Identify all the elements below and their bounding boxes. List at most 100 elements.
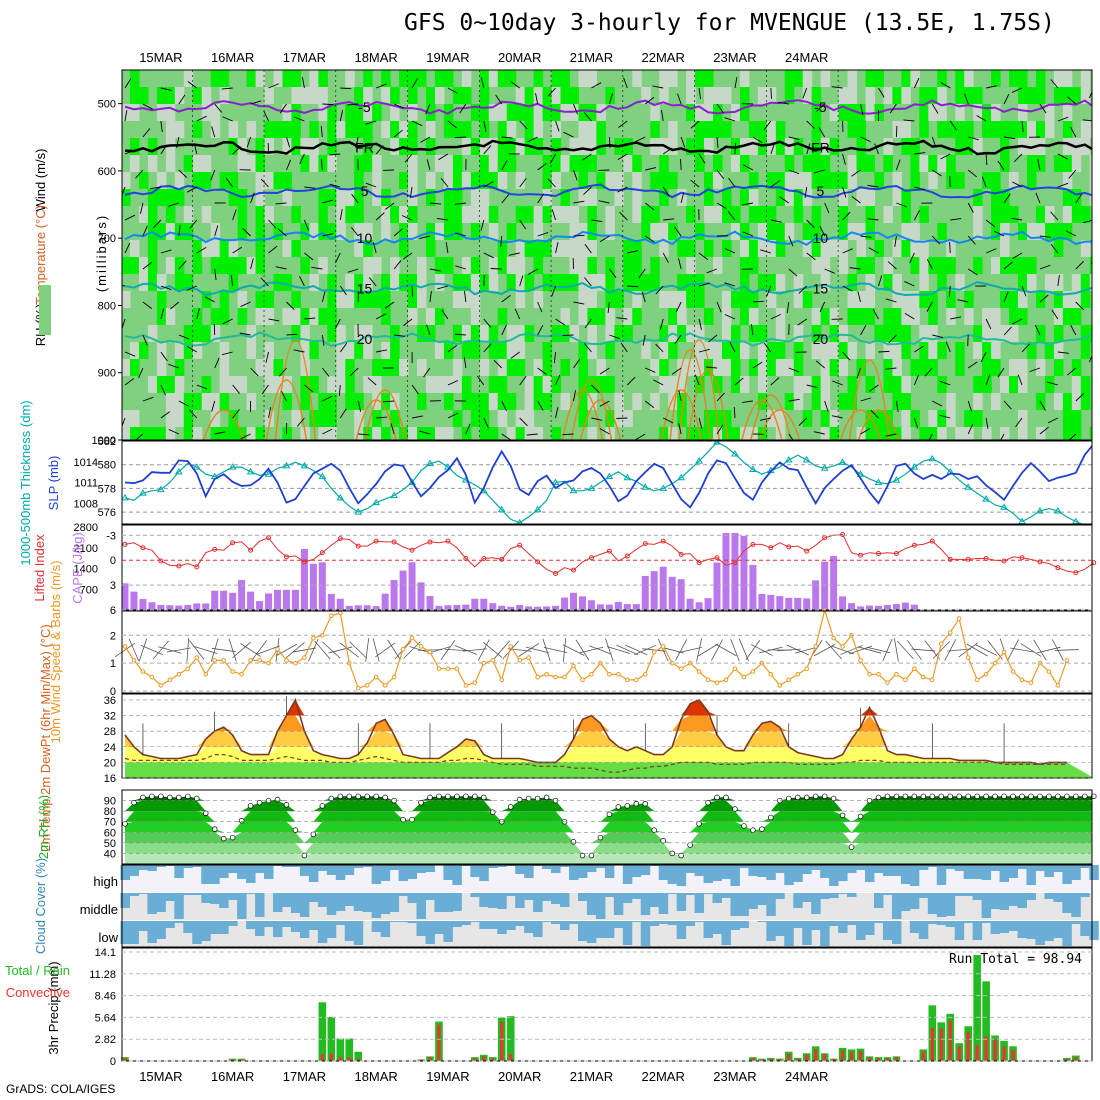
wind-barb (480, 77, 485, 89)
wind-barb (690, 179, 700, 188)
lifted-index-marker (517, 542, 523, 548)
thickness-marker (1000, 503, 1008, 510)
cape-bar (525, 606, 533, 610)
surface-wind-barb (252, 640, 268, 660)
wind-barb (798, 285, 808, 294)
rh-cell (677, 376, 687, 393)
rh-cell (461, 121, 472, 138)
rh-cell (192, 427, 203, 440)
cloud-cell (730, 893, 740, 916)
wind-barb (339, 110, 344, 122)
rh-cell (901, 342, 911, 359)
wind-barb (393, 103, 405, 109)
rh-cell (838, 172, 849, 189)
rh-cell (632, 257, 642, 274)
wind-barb (733, 406, 736, 419)
rh-cell (883, 155, 893, 172)
lifted-index-marker (947, 556, 953, 562)
rh-cell (937, 87, 947, 104)
cloud-cell (811, 865, 821, 870)
wind-speed-marker (678, 666, 684, 672)
cloud-cell (335, 893, 346, 911)
rh-cell (183, 206, 194, 223)
rh-cell (641, 342, 651, 359)
wind-speed-marker (642, 671, 648, 677)
rh-cell (1062, 172, 1073, 189)
rh-cell (704, 240, 714, 257)
rh-cell (766, 274, 777, 291)
rh-cell (973, 342, 983, 359)
rh-cell (282, 138, 292, 155)
wind-speed-marker (651, 649, 657, 655)
rh-cell (650, 393, 660, 410)
cape-bar (570, 592, 577, 610)
cloud-cell (1053, 865, 1063, 872)
cloud-cell (972, 893, 983, 900)
wind-speed-marker (544, 671, 549, 677)
wind-barb (537, 163, 547, 171)
cape-bar (578, 596, 586, 610)
rh-cell (506, 274, 517, 291)
warm-isotherm (570, 379, 613, 440)
cloud-cell (497, 893, 507, 909)
wind-barb (904, 281, 915, 287)
rh-cell (542, 172, 553, 189)
cloud-cell (407, 921, 418, 923)
rh-cell (524, 240, 535, 257)
wind-barb (555, 120, 560, 132)
rh-cell (372, 172, 382, 189)
cloud-cell (1008, 921, 1018, 931)
rh-cell (578, 410, 588, 427)
rh-cell (686, 87, 696, 104)
rh-cell (739, 308, 750, 325)
rh-cell (470, 257, 481, 274)
rh-cell (174, 410, 185, 427)
rh-marker (176, 794, 182, 801)
cloud-cell (918, 865, 929, 870)
surface-wind-barb (882, 638, 893, 662)
rh-cell (336, 291, 346, 308)
rh-cell (856, 240, 867, 257)
rh-cell (793, 206, 804, 223)
lifted-index-marker (158, 558, 164, 564)
precip-convective-bar (347, 1057, 351, 1061)
wind-barb (483, 252, 494, 259)
rh-cell (461, 376, 472, 393)
cloud-cell (927, 893, 938, 914)
cloud-cell (739, 893, 749, 916)
rh-cell (452, 189, 463, 206)
cape-bar (202, 603, 210, 610)
cape-bar (821, 561, 829, 610)
rh-cell (255, 189, 266, 206)
warm-isotherm (839, 409, 882, 440)
rh-cell (515, 87, 526, 104)
cloud-cell (299, 865, 310, 876)
precip-convective-bar (329, 1053, 333, 1061)
cloud-cell (847, 921, 857, 925)
rh-cell (165, 223, 176, 240)
rh-cell (748, 308, 759, 325)
cloud-cell (820, 893, 830, 899)
surface-wind-barb (715, 643, 737, 657)
rh-cell (919, 155, 929, 172)
pressure-tick: 900 (98, 368, 116, 380)
legend-convective: Convective (6, 985, 70, 1000)
rh-cell (991, 189, 1001, 206)
rh-cell (390, 206, 400, 223)
wind-barb (609, 334, 620, 340)
wind-barb (949, 120, 957, 131)
rh-cell (721, 342, 732, 359)
cloud-cell (1071, 865, 1081, 880)
precip-total-bar (345, 1038, 354, 1061)
wind-speed-line (124, 608, 1068, 689)
rh-cell (1062, 393, 1073, 410)
rh-cell (318, 70, 328, 87)
lifted-index-marker (624, 553, 630, 559)
wind-barb (1039, 400, 1046, 411)
wind-barb (483, 145, 492, 155)
rh-cell (443, 427, 454, 440)
rh-cell (847, 393, 858, 410)
wind-speed-marker (732, 666, 738, 672)
surface-wind-barb (575, 639, 590, 661)
wind-barb (752, 361, 763, 369)
